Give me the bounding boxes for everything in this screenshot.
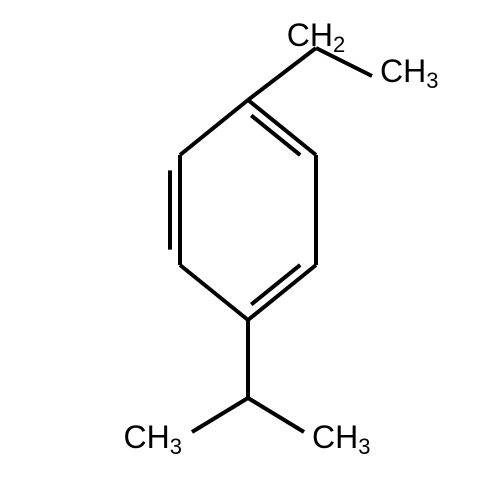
- bond-ring-top-left: [170, 155, 180, 265]
- label-ch2: CH2: [287, 17, 345, 57]
- bond-isopropyl-right: [248, 398, 304, 432]
- bond-isopropyl-left: [192, 398, 248, 432]
- bond-ring-top-right: [248, 100, 316, 155]
- bond-ring-bottom-left: [180, 265, 248, 320]
- label-ch3-right: CH3: [312, 419, 370, 459]
- label-ch3-top: CH3: [380, 53, 438, 93]
- molecule-diagram: CH2 CH3 CH3 CH3: [0, 0, 500, 500]
- bond-ring-bottom-right: [248, 265, 316, 320]
- bond-ring-top: [180, 100, 248, 155]
- bond-ethyl-1: [248, 48, 316, 100]
- label-ch3-left: CH3: [124, 419, 182, 459]
